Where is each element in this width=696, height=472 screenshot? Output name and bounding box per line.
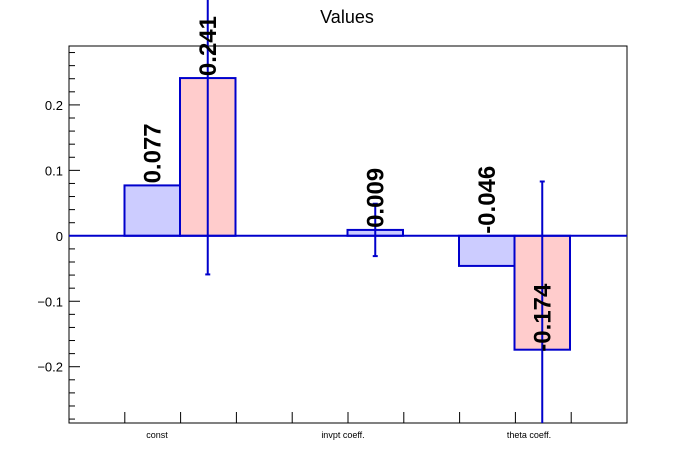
y-tick-label: −0.2	[37, 360, 63, 375]
y-axis: −0.2 −0.1 0 0.1 0.2	[37, 52, 80, 420]
x-category-label: invpt coeff.	[321, 430, 364, 440]
value-label: -0.046	[474, 166, 501, 234]
bar	[458, 234, 516, 267]
value-label: 0.241	[195, 16, 222, 76]
y-tick-label: 0.2	[45, 98, 63, 113]
bars	[123, 77, 571, 351]
value-label: 0.009	[362, 168, 389, 228]
y-tick-label: 0	[56, 229, 63, 244]
x-category-label: theta coeff.	[507, 430, 551, 440]
error-bars	[205, 0, 545, 423]
bar	[123, 184, 181, 237]
x-axis: const invpt coeff. theta coeff.	[124, 412, 572, 440]
value-label: -0.174	[529, 283, 556, 352]
value-labels: 0.077 0.009 -0.046 0.241 -0.174	[139, 16, 556, 352]
x-category-label: const	[146, 430, 168, 440]
y-tick-label: 0.1	[45, 163, 63, 178]
y-tick-label: −0.1	[37, 294, 63, 309]
chart-title: Values	[320, 7, 374, 27]
value-label: 0.077	[139, 123, 166, 183]
